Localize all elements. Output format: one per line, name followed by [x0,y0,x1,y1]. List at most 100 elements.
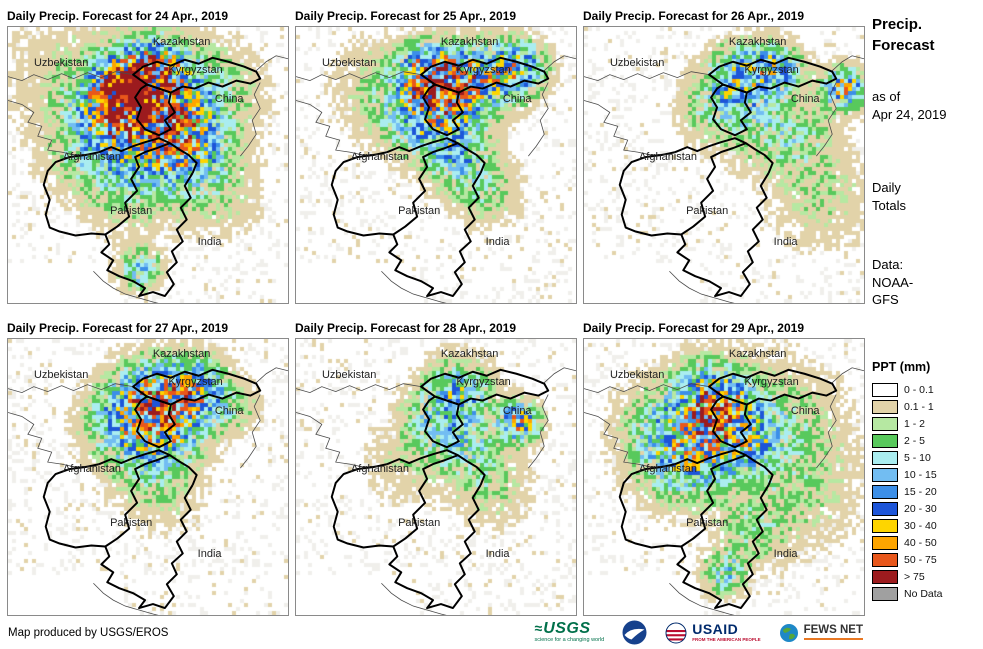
border-pakistan [388,172,482,298]
legend-color-swatch [872,519,898,534]
sidebar-daily-totals: Daily Totals [872,180,906,213]
border-tajikistan [710,395,752,449]
country-label-afghanistan: Afghanistan [62,150,122,163]
country-label-china: China [502,92,532,105]
map-area: Kazakhstan Uzbekistan Kyrgyzstan China Afgha… [583,338,865,616]
usaid-seal-icon [665,622,687,643]
legend-label: 30 - 40 [904,520,937,533]
legend-row: 20 - 30 [872,501,978,518]
footer: Map produced by USGS/EROS ≈ USGS science… [0,616,983,649]
border-pakistan [388,484,482,610]
map-area: Kazakhstan Uzbekistan Kyrgyzstan China Afgha… [295,26,577,304]
usgs-logo: ≈ USGS science for a changing world [535,621,605,644]
legend-color-swatch [872,383,898,398]
border-kazakhstan-south [8,71,134,82]
forecast-panel: Daily Precip. Forecast for 29 Apr., 2019… [583,318,865,616]
country-label-kazakhstan: Kazakhstan [440,36,499,49]
country-label-pakistan: Pakistan [686,204,729,217]
legend-row: 5 - 10 [872,450,978,467]
country-borders-layer [296,55,576,303]
border-afghanistan [42,449,171,549]
map-area: Kazakhstan Uzbekistan Kyrgyzstan China Afgha… [295,338,577,616]
country-label-kyrgyzstan: Kyrgyzstan [744,63,799,76]
legend-row: No Data [872,586,978,603]
border-afghanistan [330,137,459,237]
border-pakistan [676,172,770,298]
sidebar-data-source: Data: NOAA- GFS [872,257,914,308]
country-label-china: China [214,92,244,105]
legend-label: 0.1 - 1 [904,401,934,414]
country-label-kyrgyzstan: Kyrgyzstan [456,375,511,388]
country-label-china: China [502,404,532,417]
border-kyrgyzstan [420,56,550,94]
panels-grid: Daily Precip. Forecast for 24 Apr., 2019… [7,6,865,616]
usaid-tagline: FROM THE AMERICAN PEOPLE [692,637,761,643]
precip-raster [584,27,864,303]
legend-row: 0.1 - 1 [872,399,978,416]
border-uzbekistan-turkmenistan [8,412,100,468]
legend-label: 2 - 5 [904,435,926,448]
border-kazakhstan-china [831,367,864,383]
fewsnet-logo-block: FEWS NET [803,624,863,641]
map-area: Kazakhstan Uzbekistan Kyrgyzstan China Afgha… [7,26,289,304]
border-kazakhstan-china [831,55,864,71]
legend-label: 40 - 50 [904,537,937,550]
border-china-east [528,82,549,157]
legend-title: PPT (mm) [872,359,931,374]
forecast-panel: Daily Precip. Forecast for 24 Apr., 2019… [7,6,289,304]
border-kashmir [169,454,198,486]
country-label-pakistan: Pakistan [398,516,441,529]
border-tajikistan [710,83,752,137]
country-label-afghanistan: Afghanistan [62,462,122,475]
border-uzbekistan-turkmenistan [296,100,388,156]
attribution-text: Map produced by USGS/EROS [8,626,169,639]
legend-entries: 0 - 0.1 0.1 - 1 1 - 2 2 - 5 5 - 10 10 - … [872,382,978,603]
panel-title: Daily Precip. Forecast for 27 Apr., 2019 [7,321,228,335]
country-label-afghanistan: Afghanistan [350,462,410,475]
coastline-arabian-sea [669,270,735,303]
legend-color-swatch [872,587,898,602]
country-label-pakistan: Pakistan [110,204,153,217]
country-label-india: India [197,236,222,249]
country-label-uzbekistan: Uzbekistan [33,56,89,69]
border-afghanistan [618,449,747,549]
border-pakistan [100,172,194,298]
legend-row: > 75 [872,569,978,586]
border-tajikistan [422,83,464,137]
border-kyrgyzstan [708,56,838,94]
map-area: Kazakhstan Uzbekistan Kyrgyzstan China Afgha… [7,338,289,616]
coastline-arabian-sea [93,582,159,615]
legend-label: 0 - 0.1 [904,384,934,397]
border-china-east [528,394,549,469]
forecast-panel: Daily Precip. Forecast for 26 Apr., 2019… [583,6,865,304]
country-labels: Kazakhstan Uzbekistan Kyrgyzstan China Afgha… [584,27,864,303]
country-label-india: India [485,548,510,561]
usaid-logo: USAID FROM THE AMERICAN PEOPLE [665,622,761,644]
legend-color-swatch [872,400,898,415]
legend-row: 50 - 75 [872,552,978,569]
usaid-logo-block: USAID FROM THE AMERICAN PEOPLE [692,622,760,643]
country-label-afghanistan: Afghanistan [638,462,698,475]
country-labels: Kazakhstan Uzbekistan Kyrgyzstan China Afgha… [584,339,864,615]
country-label-uzbekistan: Uzbekistan [609,56,665,69]
precip-raster [296,27,576,303]
country-label-china: China [790,92,820,105]
legend-label: 20 - 30 [904,503,937,516]
legend-color-swatch [872,434,898,449]
border-afghanistan [330,449,459,549]
coastline-arabian-sea [93,270,159,303]
border-kazakhstan-china [543,55,576,71]
country-label-kyrgyzstan: Kyrgyzstan [456,63,511,76]
country-label-india: India [197,548,222,561]
panel-title: Daily Precip. Forecast for 24 Apr., 2019 [7,9,228,23]
country-label-kazakhstan: Kazakhstan [728,36,787,49]
precip-raster [8,339,288,615]
panel-title: Daily Precip. Forecast for 28 Apr., 2019 [295,321,516,335]
border-pakistan [100,484,194,610]
map-area: Kazakhstan Uzbekistan Kyrgyzstan China Afgha… [583,26,865,304]
sidebar: Precip. Forecast as of Apr 24, 2019 Dail… [872,14,978,603]
usgs-wave-icon: ≈ [534,620,543,637]
country-label-india: India [773,236,798,249]
country-label-kyrgyzstan: Kyrgyzstan [744,375,799,388]
country-label-kyrgyzstan: Kyrgyzstan [168,375,223,388]
